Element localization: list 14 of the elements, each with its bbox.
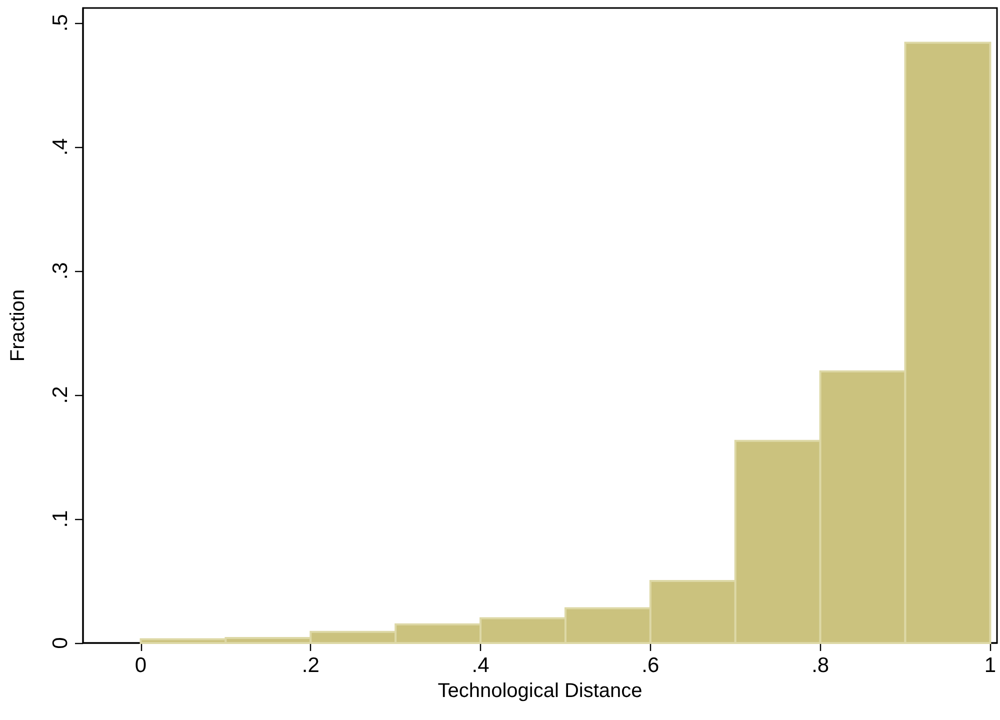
- x-tick-label: .2: [302, 654, 320, 677]
- y-tick-label: .3: [49, 262, 72, 280]
- y-tick-label: .4: [49, 138, 72, 156]
- x-tick-label: 1: [984, 654, 996, 677]
- x-axis-title: Technological Distance: [438, 680, 642, 702]
- x-tick-label: .6: [642, 654, 660, 677]
- x-tick-label: 0: [134, 654, 147, 677]
- y-tick-label: 0: [49, 637, 72, 649]
- x-tick-label: .4: [472, 654, 490, 677]
- y-tick-label: .5: [49, 14, 72, 32]
- y-axis-title: Fraction: [7, 289, 29, 362]
- y-tick-label: .2: [49, 386, 72, 404]
- x-tick-label: .8: [812, 654, 830, 677]
- y-tick-label: .1: [49, 510, 72, 528]
